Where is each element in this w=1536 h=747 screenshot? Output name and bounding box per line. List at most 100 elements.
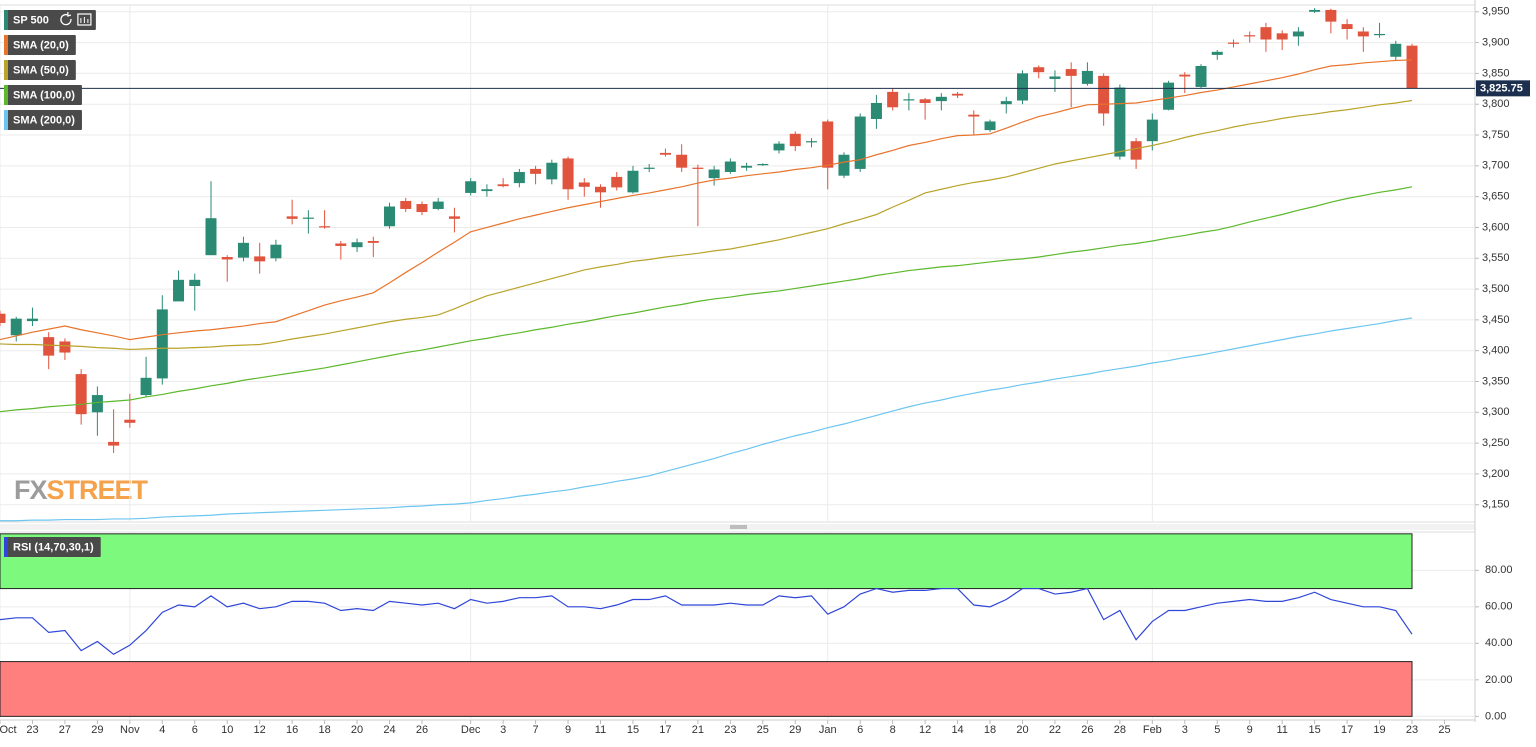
candle-body	[10, 318, 22, 336]
candle-body	[1309, 9, 1321, 12]
legend-item[interactable]: RSI (14,70,30,1)	[4, 537, 101, 557]
candle-body	[887, 91, 899, 108]
legend-item[interactable]: SMA (50,0)	[4, 60, 76, 80]
x-tick-label: 15	[1309, 724, 1321, 736]
x-tick-label: 29	[91, 724, 103, 736]
x-tick-label: 21	[692, 724, 704, 736]
candle-body	[140, 377, 152, 396]
legend-item[interactable]: SMA (100,0)	[4, 85, 82, 105]
x-tick-label: 8	[890, 724, 896, 736]
x-tick-label: 10	[221, 724, 233, 736]
x-tick-label: 11	[1276, 724, 1287, 736]
x-tick-label: 11	[595, 724, 606, 736]
candle-body	[75, 374, 87, 415]
x-tick-label: 19	[1373, 724, 1385, 736]
line	[0, 587, 1413, 656]
candle-body	[1276, 33, 1288, 40]
candle-body	[189, 279, 201, 286]
legend-box	[4, 60, 76, 80]
candle-body	[643, 167, 655, 169]
candle-body	[1244, 35, 1256, 37]
legend-item[interactable]: SMA (20,0)	[4, 35, 76, 55]
y-tick-label: 3,350	[1482, 375, 1510, 387]
candle-body	[1374, 33, 1386, 36]
x-tick-label: 15	[627, 724, 639, 736]
legend-swatch	[4, 60, 8, 80]
candle-body	[513, 171, 525, 184]
candle-body	[546, 162, 558, 180]
candle-body	[1341, 24, 1353, 30]
watermark: FXSTREET	[14, 475, 149, 505]
candle-body	[1098, 75, 1110, 114]
x-tick-label: 26	[416, 724, 428, 736]
y-tick-label: 3,300	[1482, 406, 1510, 418]
candle-body	[1000, 101, 1012, 105]
y-tick-label: 3,450	[1482, 314, 1510, 326]
y-tick-label: 60.00	[1485, 601, 1513, 613]
y-tick-label: 3,650	[1482, 191, 1510, 203]
candle-body	[1292, 31, 1304, 37]
candle-body	[595, 186, 607, 193]
candle-body	[351, 242, 363, 248]
zone	[0, 661, 1413, 717]
refresh-icon[interactable]	[60, 13, 72, 26]
candle-body	[302, 217, 314, 219]
candle-body	[741, 165, 753, 168]
legend-box	[4, 35, 76, 55]
candle-body	[1146, 119, 1158, 142]
x-tick-label: 25	[757, 724, 769, 736]
x-tick-label: 25	[1438, 724, 1450, 736]
x-tick-label: 3	[1182, 724, 1188, 736]
zone	[0, 533, 1413, 590]
candle-body	[757, 163, 769, 166]
candle-body	[205, 218, 217, 256]
x-tick-label: 20	[351, 724, 363, 736]
marks	[0, 8, 1475, 656]
legend-item[interactable]: SP 500	[4, 10, 96, 30]
candle-body	[659, 152, 671, 155]
candle-body	[903, 99, 915, 101]
legend-icons[interactable]	[60, 12, 92, 26]
candle-body	[1179, 74, 1191, 77]
line	[0, 186, 1413, 413]
y-tick-label: 3,850	[1482, 67, 1510, 79]
x-tick-label: 9	[1247, 724, 1253, 736]
panel-splitter[interactable]	[0, 524, 1475, 530]
x-tick-label: 23	[1406, 724, 1418, 736]
splitter-grip[interactable]	[730, 525, 747, 529]
x-tick-label: Feb	[1143, 724, 1162, 736]
x-tick-label: 14	[951, 724, 963, 736]
y-tick-label: 3,200	[1482, 468, 1510, 480]
y-tick-label: 3,900	[1482, 36, 1510, 48]
y-tick-label: 3,500	[1482, 283, 1510, 295]
candle-body	[254, 256, 266, 262]
settings-icon[interactable]	[77, 13, 92, 26]
x-tick-label: 17	[1341, 724, 1353, 736]
x-tick-label: 16	[286, 724, 298, 736]
candle-body	[1130, 141, 1142, 160]
x-tick-label: Nov	[120, 724, 140, 736]
legend-swatch	[4, 110, 8, 130]
candle-body	[173, 279, 185, 302]
y-tick-label: 0.00	[1485, 710, 1506, 722]
candle-body	[221, 257, 233, 260]
candle-body	[124, 419, 136, 423]
legend-item[interactable]: SMA (200,0)	[4, 110, 82, 130]
candle-body	[0, 313, 6, 323]
x-tick-label: 27	[59, 724, 71, 736]
x-tick-label: 23	[26, 724, 38, 736]
candle-body	[270, 244, 282, 259]
candle-body	[789, 133, 801, 147]
candle-body	[465, 181, 477, 193]
watermark-part: FX	[14, 475, 47, 505]
line	[0, 317, 1413, 522]
last-price-box	[1476, 80, 1530, 97]
candle-body	[384, 206, 396, 227]
x-tick-label: 18	[984, 724, 996, 736]
legend-label: SMA (200,0)	[13, 114, 75, 126]
candle-body	[26, 318, 38, 322]
candle-body	[838, 154, 850, 176]
x-tick-label: 20	[1016, 724, 1028, 736]
